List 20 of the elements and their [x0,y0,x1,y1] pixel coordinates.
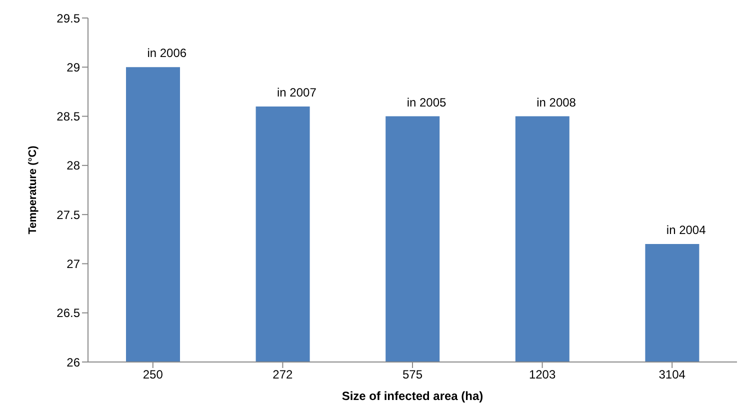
annotation: in 2007 [277,85,317,100]
x-tick-label: 3104 [658,368,686,382]
x-tick-label: 250 [142,368,164,382]
y-tick-label: 29.5 [56,11,80,26]
x-tick-label: 272 [272,368,294,382]
x-tick-label: 1203 [528,368,556,382]
y-tick-label: 29 [66,60,80,74]
y-tick-label: 27 [66,256,80,271]
x-axis-title: Size of infected area (ha) [342,389,484,403]
y-tick-label: 27.5 [56,208,80,222]
y-tick-label: 28.5 [56,110,80,124]
y-tick-label: 26.5 [56,306,80,320]
y-tick-label: 28 [66,158,80,173]
annotation: in 2005 [406,95,447,110]
annotation: in 2004 [666,223,706,238]
x-tick-label: 575 [402,368,423,382]
annotation: in 2006 [147,46,187,60]
annotation: in 2008 [536,95,576,110]
y-tick-label: 26 [66,355,80,370]
y-axis-title: Temperature (°C) [26,145,39,234]
